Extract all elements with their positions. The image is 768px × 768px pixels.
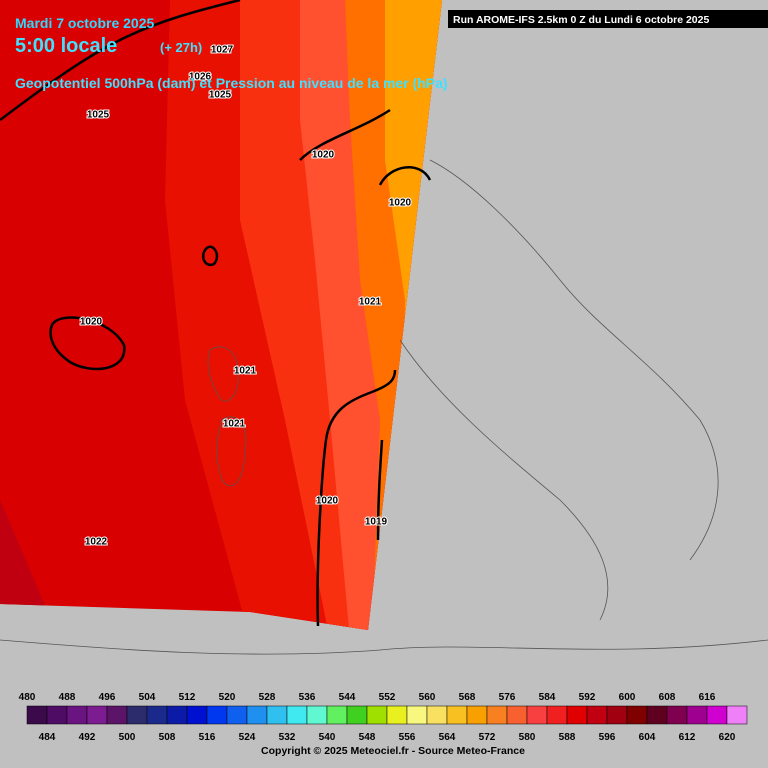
isobar-label: 1021 <box>223 419 246 430</box>
scale-box <box>366 705 388 725</box>
scale-label: 572 <box>479 732 496 743</box>
scale-background <box>0 688 768 768</box>
isobar-label: 1022 <box>85 537 108 548</box>
scale-label: 580 <box>519 732 536 743</box>
scale-box <box>126 705 148 725</box>
scale-box <box>666 705 688 725</box>
scale-label: 492 <box>79 732 96 743</box>
scale-box <box>646 705 668 725</box>
scale-box <box>206 705 228 725</box>
scale-box <box>546 705 568 725</box>
scale-label: 564 <box>439 732 456 743</box>
isobar-label: 1021 <box>359 297 382 308</box>
scale-box <box>606 705 628 725</box>
scale-label: 560 <box>419 692 436 703</box>
scale-label: 524 <box>239 732 256 743</box>
scale-box <box>66 705 88 725</box>
scale-box <box>246 705 268 725</box>
scale-box <box>326 705 348 725</box>
scale-label: 552 <box>379 692 396 703</box>
isobars <box>0 0 432 627</box>
scale-box <box>486 705 508 725</box>
scale-label: 528 <box>259 692 276 703</box>
isobar-label: 1019 <box>365 517 388 528</box>
scale-label: 592 <box>579 692 596 703</box>
run-info: Run AROME-IFS 2.5km 0 Z du Lundi 6 octob… <box>453 14 709 26</box>
scale-label: 600 <box>619 692 636 703</box>
local-time: 5:00 locale <box>15 35 117 57</box>
scale-label: 616 <box>699 692 716 703</box>
scale-label: 520 <box>219 692 236 703</box>
scale-label: 532 <box>279 732 296 743</box>
scale-label: 540 <box>319 732 336 743</box>
scale-label: 484 <box>39 732 56 743</box>
scale-box <box>26 705 48 725</box>
scale-label: 588 <box>559 732 576 743</box>
scale-box <box>526 705 548 725</box>
isobar-label: 1026 <box>189 72 212 83</box>
scale-label: 496 <box>99 692 116 703</box>
isobar-label: 1025 <box>209 90 232 101</box>
lead-time: (+ 27h) <box>160 40 202 55</box>
scale-label: 584 <box>539 692 556 703</box>
scale-label: 556 <box>399 732 416 743</box>
scale-label: 480 <box>19 692 36 703</box>
scale-box <box>226 705 248 725</box>
scale-box <box>686 705 708 725</box>
scale-box <box>346 705 368 725</box>
copyright: Copyright © 2025 Meteociel.fr - Source M… <box>261 745 525 757</box>
scale-label: 620 <box>719 732 736 743</box>
scale-label: 488 <box>59 692 76 703</box>
run-box <box>448 10 768 28</box>
coastlines <box>0 159 768 655</box>
scale-box <box>586 705 608 725</box>
scale-label: 604 <box>639 732 656 743</box>
scale-box <box>506 705 528 725</box>
scale-box <box>426 705 448 725</box>
scale-label: 504 <box>139 692 156 703</box>
isobar-label: 1020 <box>316 496 339 507</box>
scale-box <box>446 705 468 725</box>
scale-box <box>566 705 588 725</box>
field-description: Geopotentiel 500hPa (dam) et Pression au… <box>15 75 448 91</box>
scale-box <box>306 705 328 725</box>
scale-label: 508 <box>159 732 176 743</box>
scale-box <box>466 705 488 725</box>
scale-box <box>626 705 648 725</box>
scale-label: 512 <box>179 692 196 703</box>
scale-label: 544 <box>339 692 356 703</box>
scale-box <box>186 705 208 725</box>
scale-label: 516 <box>199 732 216 743</box>
isobar-label: 1025 <box>87 110 110 121</box>
isobar-label: 1020 <box>389 198 412 209</box>
scale-label: 608 <box>659 692 676 703</box>
date: Mardi 7 octobre 2025 <box>15 15 154 31</box>
isobar-labels: 1027 1026 1025 1025 1020 1020 1021 1020 1021 1021… <box>79 44 413 549</box>
isobar-label: 1020 <box>312 150 335 161</box>
scale-box <box>726 705 748 725</box>
scale-box <box>86 705 108 725</box>
scale-box <box>406 705 428 725</box>
scale-label: 576 <box>499 692 516 703</box>
scale-box <box>146 705 168 725</box>
scale-label: 612 <box>679 732 696 743</box>
scale-box <box>266 705 288 725</box>
scale-label: 500 <box>119 732 136 743</box>
scale-box <box>286 705 308 725</box>
scale-label: 548 <box>359 732 376 743</box>
scale-box <box>706 705 728 725</box>
scale-box <box>386 705 408 725</box>
isobar-label: 1021 <box>234 366 257 377</box>
scale-label: 536 <box>299 692 316 703</box>
scale-label: 596 <box>599 732 616 743</box>
color-scale: 480 484 488 492 496 500 504 508 512 516 520 524 528 5… <box>19 692 748 743</box>
isobar-label: 1020 <box>80 317 103 328</box>
isobar-label: 1027 <box>211 45 234 56</box>
scale-box <box>106 705 128 725</box>
scale-box <box>46 705 68 725</box>
scale-label: 568 <box>459 692 476 703</box>
scale-box <box>166 705 188 725</box>
